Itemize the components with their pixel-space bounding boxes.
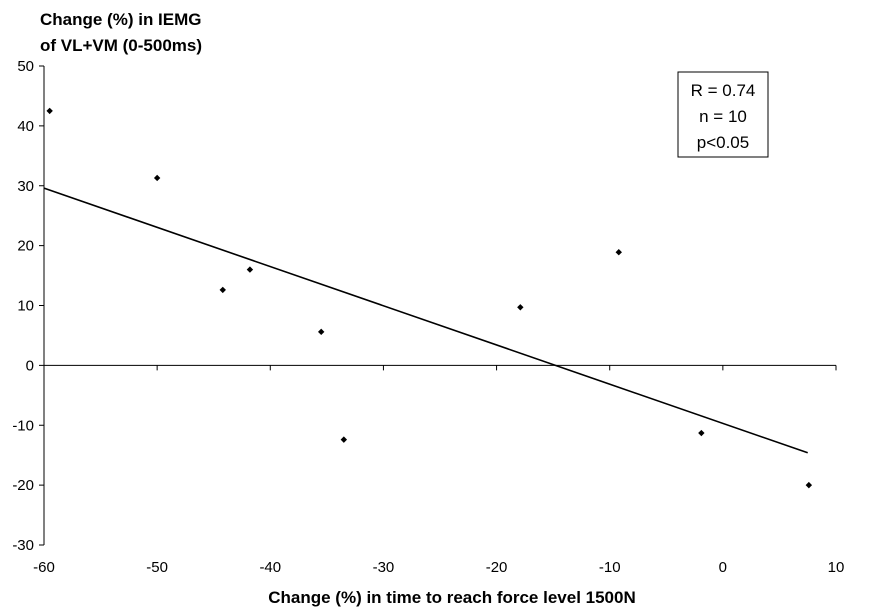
x-tick-label: 10 — [828, 559, 845, 576]
data-points — [46, 107, 813, 489]
data-point — [805, 481, 813, 489]
y-tick-label: 10 — [17, 298, 34, 315]
x-tick-label: -50 — [146, 559, 168, 576]
stats-r-value: R = 0.74 — [691, 81, 756, 100]
y-tick-label: 40 — [17, 118, 34, 135]
y-axis-title-line-2: of VL+VM (0-500ms) — [40, 36, 202, 55]
data-point — [517, 304, 524, 311]
x-tick-label: -10 — [599, 559, 621, 576]
x-tick-label: -60 — [33, 559, 55, 576]
data-point — [246, 266, 254, 273]
y-tick-label: -20 — [12, 477, 34, 494]
x-axis-title: Change (%) in time to reach force level … — [268, 588, 636, 607]
y-tick-label: 0 — [26, 357, 34, 374]
stats-box-border — [677, 71, 769, 158]
y-tick-label: 20 — [17, 238, 34, 255]
stats-box: R = 0.74 n = 10 p<0.05 — [677, 71, 769, 158]
data-point — [698, 429, 705, 437]
stats-p-value: p<0.05 — [697, 133, 749, 152]
x-tick-label: -40 — [259, 559, 281, 576]
y-axis-ticks: 50 40 30 20 10 0 -10 -20 -30 — [12, 58, 44, 554]
x-tick-label: -30 — [373, 559, 395, 576]
y-tick-label: 50 — [17, 58, 34, 75]
data-point — [318, 328, 325, 336]
y-axis-title-line-1: Change (%) in IEMG — [40, 10, 202, 29]
data-point — [615, 249, 622, 256]
y-tick-label: 30 — [17, 178, 34, 195]
trend-line — [43, 187, 808, 454]
data-point — [46, 107, 53, 115]
x-tick-label: 0 — [719, 559, 727, 576]
data-point — [219, 286, 226, 294]
data-point — [153, 174, 161, 182]
stats-n-value: n = 10 — [699, 107, 747, 126]
y-axis-title: Change (%) in IEMG of VL+VM (0-500ms) — [40, 10, 202, 55]
y-tick-label: -30 — [12, 537, 34, 554]
y-tick-label: -10 — [12, 417, 34, 434]
x-axis-ticks: -60 -50 -40 -30 -20 -10 0 10 — [33, 365, 844, 576]
data-point — [340, 436, 348, 443]
x-tick-label: -20 — [486, 559, 508, 576]
